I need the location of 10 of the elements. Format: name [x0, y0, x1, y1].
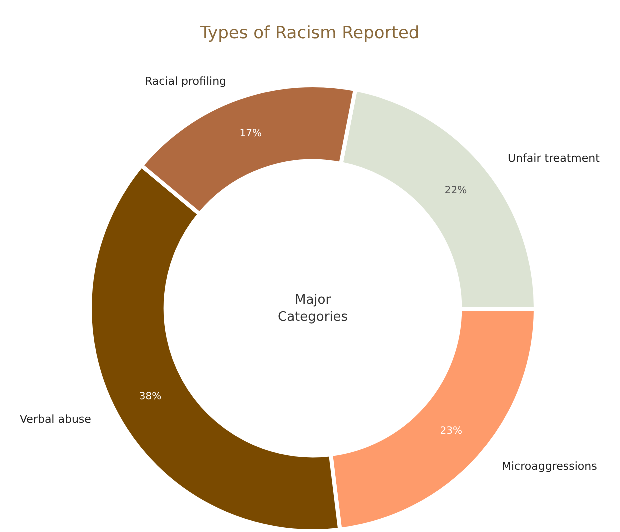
data-label: 17%	[240, 128, 262, 140]
data-label: 23%	[440, 426, 463, 437]
data-label: 38%	[139, 392, 162, 403]
text: Major Categories	[278, 293, 348, 325]
slice-label: Racial profiling	[145, 75, 227, 88]
slice-label: Unfair treatment	[508, 152, 601, 165]
chart-title: Types of Racism Reported	[199, 24, 420, 44]
data-label: 22%	[444, 186, 468, 197]
slice-label: Verbal abuse	[20, 413, 92, 426]
slice-label: Microaggressions	[502, 460, 598, 473]
